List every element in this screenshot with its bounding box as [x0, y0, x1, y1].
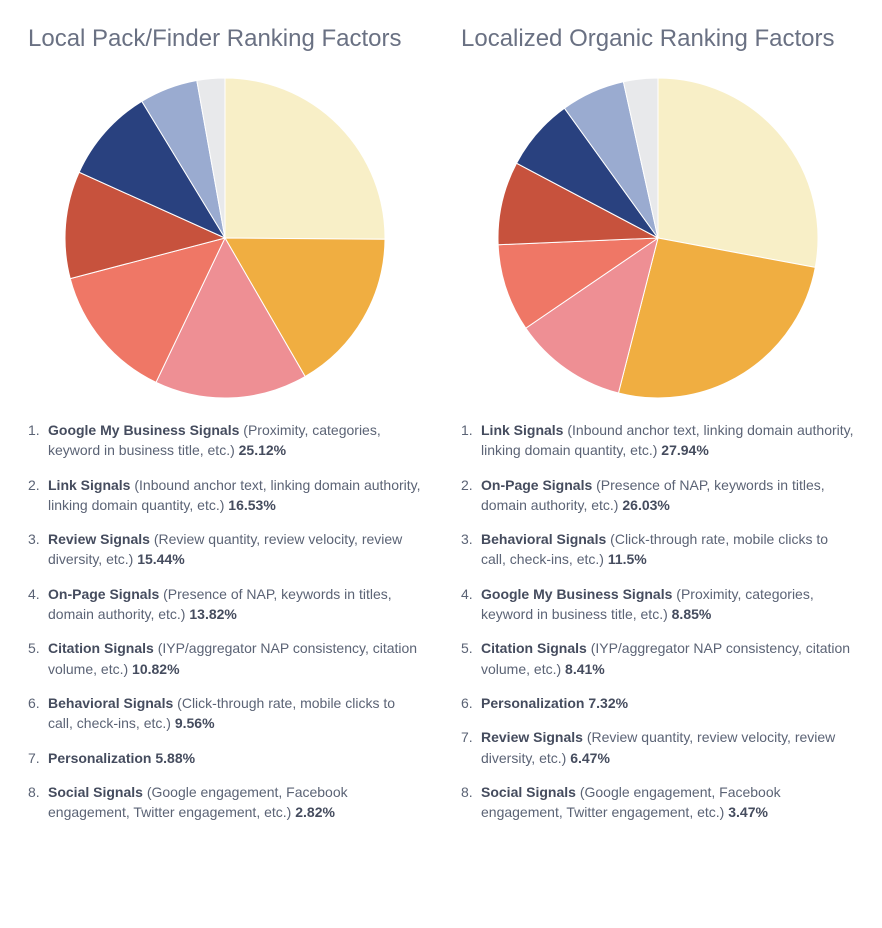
pie-chart-wrap [461, 72, 854, 420]
panel-localized-organic: Localized Organic Ranking Factors 1. Link… [461, 24, 854, 836]
factor-name: Link Signals [48, 477, 130, 493]
factor-name: Google My Business Signals [481, 586, 672, 602]
factor-pct: 8.41% [565, 661, 605, 677]
factor-pct: 11.5% [608, 551, 647, 567]
pie-chart-wrap [28, 72, 421, 420]
factor-list: 1.Google My Business Signals (Proximity,… [28, 420, 421, 822]
factor-item: 8.Social Signals (Google engagement, Fac… [28, 782, 421, 823]
pie-slice [225, 78, 385, 239]
factor-pct: 8.85% [672, 606, 712, 622]
factor-name: Google My Business Signals [48, 422, 239, 438]
factor-pct: 6.47% [570, 750, 610, 766]
factor-item: 7.Review Signals (Review quantity, revie… [461, 727, 854, 768]
panel-local-pack: Local Pack/Finder Ranking Factors 1. Goog… [28, 24, 421, 836]
factor-item: 7. Personalization 5.88% [28, 748, 421, 768]
factor-pct: 5.88% [155, 750, 195, 766]
pie-slice [658, 78, 818, 267]
factor-pct: 9.56% [175, 715, 215, 731]
factor-name: On-Page Signals [481, 477, 592, 493]
factor-number: 2. [28, 475, 40, 495]
factor-pct: 15.44% [137, 551, 184, 567]
factor-pct: 2.82% [295, 804, 335, 820]
factor-item: 6. Personalization 7.32% [461, 693, 854, 713]
factor-number: 8. [461, 782, 473, 802]
factor-number: 1. [28, 420, 40, 440]
factor-name: Personalization [481, 695, 584, 711]
factor-pct: 3.47% [728, 804, 768, 820]
panels-row: Local Pack/Finder Ranking Factors 1. Goog… [28, 24, 854, 836]
factor-name: Citation Signals [48, 640, 154, 656]
factor-item: 6.Behavioral Signals (Click-through rate… [28, 693, 421, 734]
factor-name: Link Signals [481, 422, 563, 438]
factor-name: Review Signals [48, 531, 150, 547]
factor-name: Behavioral Signals [48, 695, 173, 711]
factor-name: Citation Signals [481, 640, 587, 656]
factor-item: 4.Google My Business Signals (Proximity,… [461, 584, 854, 625]
panel-title: Local Pack/Finder Ranking Factors [28, 24, 421, 54]
factor-number: 3. [28, 529, 40, 549]
panel-title: Localized Organic Ranking Factors [461, 24, 854, 54]
factor-item: 1.Link Signals (Inbound anchor text, lin… [461, 420, 854, 461]
factor-number: 4. [461, 584, 473, 604]
factor-number: 7. [28, 748, 40, 768]
factor-number: 6. [461, 693, 473, 713]
factor-item: 3.Behavioral Signals (Click-through rate… [461, 529, 854, 570]
factor-number: 6. [28, 693, 40, 713]
factor-item: 2.On-Page Signals (Presence of NAP, keyw… [461, 475, 854, 516]
factor-number: 5. [28, 638, 40, 658]
factor-item: 5.Citation Signals (IYP/aggregator NAP c… [461, 638, 854, 679]
factor-pct: 27.94% [661, 442, 708, 458]
factor-number: 7. [461, 727, 473, 747]
factor-item: 8.Social Signals (Google engagement, Fac… [461, 782, 854, 823]
factor-item: 2.Link Signals (Inbound anchor text, lin… [28, 475, 421, 516]
factor-number: 2. [461, 475, 473, 495]
factor-number: 8. [28, 782, 40, 802]
factor-list: 1.Link Signals (Inbound anchor text, lin… [461, 420, 854, 822]
factor-number: 3. [461, 529, 473, 549]
factor-name: Personalization [48, 750, 151, 766]
factor-item: 4.On-Page Signals (Presence of NAP, keyw… [28, 584, 421, 625]
factor-item: 3.Review Signals (Review quantity, revie… [28, 529, 421, 570]
factor-number: 1. [461, 420, 473, 440]
factor-pct: 7.32% [588, 695, 628, 711]
factor-name: Social Signals [481, 784, 576, 800]
factor-number: 5. [461, 638, 473, 658]
factor-number: 4. [28, 584, 40, 604]
factor-name: Review Signals [481, 729, 583, 745]
factor-name: Behavioral Signals [481, 531, 606, 547]
factor-name: Social Signals [48, 784, 143, 800]
factor-pct: 26.03% [622, 497, 669, 513]
factor-name: On-Page Signals [48, 586, 159, 602]
pie-chart [65, 78, 385, 398]
pie-chart [498, 78, 818, 398]
factor-pct: 16.53% [228, 497, 275, 513]
factor-item: 1.Google My Business Signals (Proximity,… [28, 420, 421, 461]
factor-pct: 13.82% [189, 606, 236, 622]
factor-item: 5.Citation Signals (IYP/aggregator NAP c… [28, 638, 421, 679]
factor-pct: 25.12% [239, 442, 286, 458]
factor-pct: 10.82% [132, 661, 179, 677]
